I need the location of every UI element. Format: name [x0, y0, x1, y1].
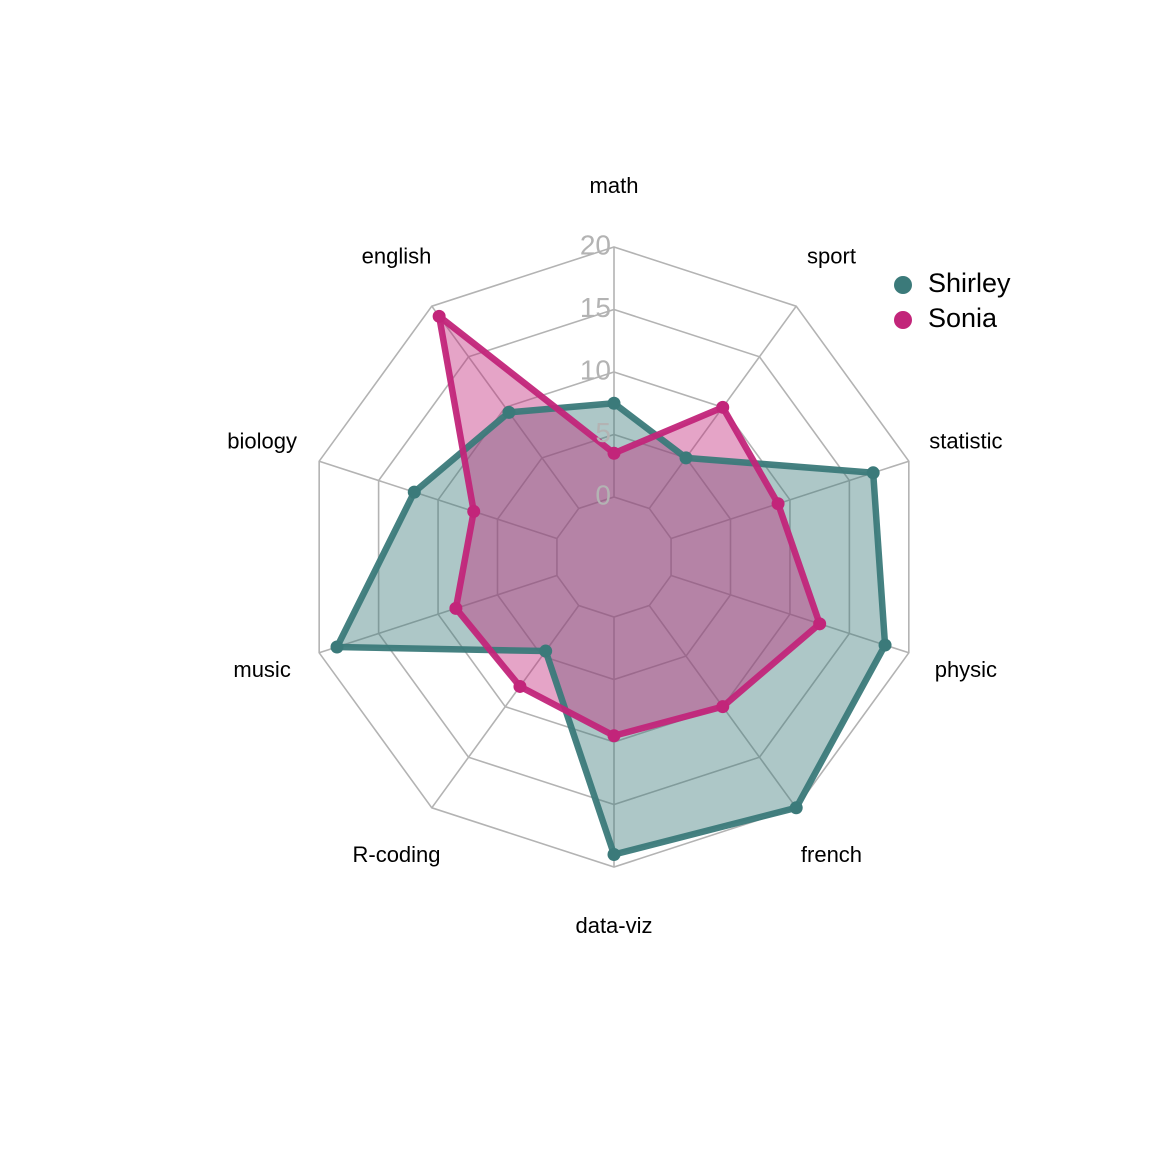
series-point — [679, 451, 693, 465]
axis-label: sport — [807, 243, 856, 268]
tick-label: 20 — [580, 229, 611, 260]
series-point — [330, 640, 344, 654]
grid-spoke — [670, 574, 910, 654]
series-point — [716, 400, 730, 414]
legend-label: Sonia — [928, 303, 998, 333]
series-point — [539, 644, 553, 658]
axis-label: physic — [935, 657, 997, 682]
legend-marker — [894, 311, 912, 329]
series-point — [513, 679, 527, 693]
axis-label: R-coding — [352, 842, 440, 867]
axis-label: statistic — [929, 428, 1002, 453]
radial-tick-labels: 0 5 10 15 20 — [580, 229, 611, 510]
series-point — [407, 485, 421, 499]
grid-spoke — [318, 460, 558, 540]
series-point — [502, 405, 516, 419]
series-point — [789, 801, 803, 815]
series-point — [607, 729, 621, 743]
legend-label: Shirley — [928, 268, 1011, 298]
grid-spoke — [318, 574, 558, 654]
radar-series — [330, 309, 892, 861]
series-point — [432, 309, 446, 323]
legend-marker — [894, 276, 912, 294]
tick-label: 5 — [595, 417, 611, 448]
series-point — [449, 601, 463, 615]
axis-label: data-viz — [575, 913, 652, 938]
axis-labels: math sport statistic physic french data-viz R-… — [227, 173, 1002, 938]
series-area — [439, 316, 820, 736]
series-point — [771, 497, 785, 511]
series-point — [607, 446, 621, 460]
legend: Shirley Sonia — [894, 268, 1011, 333]
series-point — [716, 700, 730, 714]
series-point — [607, 396, 621, 410]
tick-label: 15 — [580, 292, 611, 323]
tick-label: 10 — [580, 354, 611, 385]
grid-spoke — [431, 605, 580, 809]
series-point — [607, 848, 621, 861]
series-point — [878, 638, 892, 652]
tick-label: 0 — [595, 479, 611, 510]
axis-label: french — [801, 842, 862, 867]
series-point — [866, 466, 880, 480]
axis-label: math — [590, 173, 639, 198]
axis-label: biology — [227, 428, 297, 453]
axis-label: english — [362, 243, 432, 268]
series-point — [813, 617, 827, 631]
axis-label: music — [233, 657, 290, 682]
series-point — [467, 504, 481, 518]
